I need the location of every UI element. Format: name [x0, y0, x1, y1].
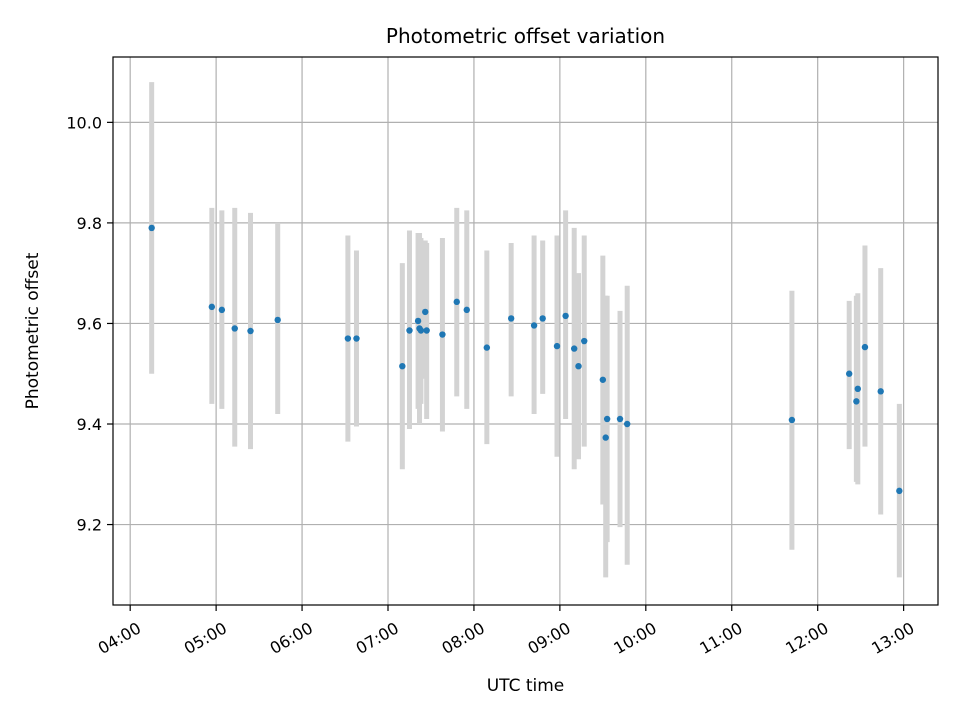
data-point [247, 327, 254, 335]
data-point [507, 315, 515, 322]
chart-title: Photometric offset variation [386, 24, 665, 48]
data-point [399, 362, 406, 370]
data-point [463, 306, 470, 314]
data-point [575, 362, 582, 370]
plot-frame [112, 56, 939, 606]
data-point [616, 415, 624, 423]
x-axis-title: UTC time [487, 676, 565, 696]
y-tick-label: 9.4 [77, 415, 102, 434]
data-point [853, 398, 860, 405]
data-point [599, 376, 607, 383]
data-point [854, 385, 861, 393]
data-point [453, 298, 460, 306]
data-point [553, 342, 561, 350]
data-point [414, 317, 422, 325]
data-point [602, 434, 609, 441]
data-point [218, 306, 226, 314]
data-point [423, 327, 430, 334]
y-tick-label: 9.8 [77, 214, 102, 233]
y-tick-label: 9.2 [77, 516, 102, 535]
data-point [231, 325, 238, 332]
data-point [861, 343, 869, 351]
data-point [877, 388, 884, 395]
data-point [539, 315, 546, 322]
data-point [148, 224, 155, 232]
data-point [274, 316, 281, 324]
y-axis-ticks: 9.2 9.4 9.6 9.8 10.0 [66, 113, 113, 535]
data-points [148, 224, 903, 495]
data-point [422, 308, 429, 316]
data-point [562, 312, 569, 320]
data-point [603, 415, 611, 423]
data-point [530, 322, 538, 329]
y-tick-label: 10.0 [66, 113, 102, 132]
data-point [896, 487, 903, 495]
data-point [406, 327, 413, 334]
data-point [344, 335, 352, 342]
data-point [788, 416, 796, 424]
data-point [353, 335, 360, 342]
y-axis-title: Photometric offset [23, 252, 43, 409]
data-point [581, 337, 588, 345]
y-tick-label: 9.6 [77, 314, 102, 333]
data-point [417, 327, 425, 334]
data-point [439, 331, 446, 338]
data-point [570, 345, 578, 352]
data-point [483, 344, 491, 351]
data-point [845, 370, 853, 377]
data-point [623, 420, 631, 428]
data-point [208, 303, 216, 311]
